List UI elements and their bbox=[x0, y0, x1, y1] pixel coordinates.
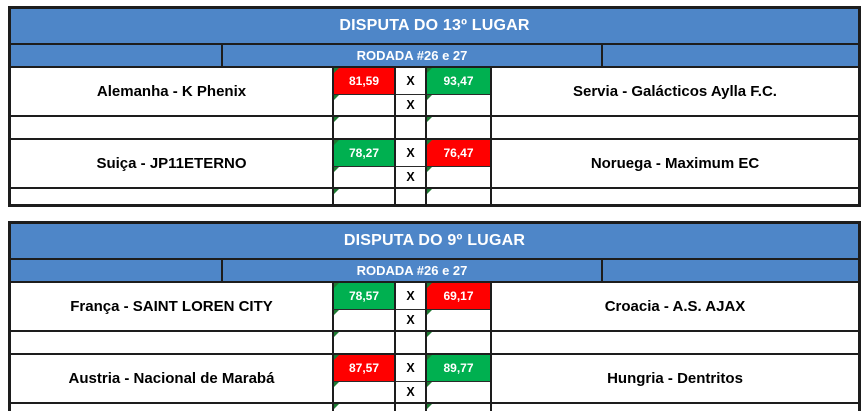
x-separator-cell: X bbox=[394, 68, 425, 94]
away-score-empty-cell[interactable] bbox=[425, 166, 490, 187]
away-score-cell[interactable]: 89,77 bbox=[425, 355, 490, 381]
away-team-cell[interactable]: Servia - Galácticos Aylla F.C. bbox=[490, 68, 858, 115]
round-label: RODADA #26 e 27 bbox=[223, 260, 601, 281]
spacer-score-cell bbox=[425, 117, 490, 138]
spacer-row bbox=[11, 332, 858, 355]
round-banner-row: RODADA #26 e 27 bbox=[11, 260, 858, 283]
spacer-score-cell bbox=[332, 404, 394, 411]
spacer-score-cell bbox=[425, 332, 490, 353]
x-separator-cell: X bbox=[394, 355, 425, 381]
spacer-cell bbox=[11, 189, 332, 204]
match-row: Alemanha - K Phenix 81,59 X 93,47 Servia… bbox=[11, 68, 858, 117]
home-score-cell[interactable]: 78,27 bbox=[332, 140, 394, 166]
x-separator-cell: X bbox=[394, 140, 425, 166]
spacer-row bbox=[11, 404, 858, 411]
away-score-cell[interactable]: 69,17 bbox=[425, 283, 490, 309]
bracket-title: DISPUTA DO 13º LUGAR bbox=[11, 9, 858, 45]
spacer-row bbox=[11, 117, 858, 140]
home-team-cell[interactable]: Alemanha - K Phenix bbox=[96, 83, 247, 100]
spacer-cell bbox=[11, 332, 332, 353]
spacer-row bbox=[11, 189, 858, 204]
home-score-cell[interactable]: 78,57 bbox=[332, 283, 394, 309]
away-score-cell[interactable]: 76,47 bbox=[425, 140, 490, 166]
round-banner-left-cell bbox=[11, 260, 223, 281]
home-score-empty-cell[interactable] bbox=[332, 166, 394, 187]
home-score-empty-cell[interactable] bbox=[332, 309, 394, 330]
match-row: Suiça - JP11ETERNO 78,27 X 76,47 Noruega… bbox=[11, 140, 858, 189]
spacer-x-cell bbox=[394, 404, 425, 411]
away-score-cell[interactable]: 93,47 bbox=[425, 68, 490, 94]
match-row: Austria - Nacional de Marabá 87,57 X 89,… bbox=[11, 355, 858, 404]
spacer-cell bbox=[490, 332, 858, 353]
away-score-empty-cell[interactable] bbox=[425, 381, 490, 402]
round-label: RODADA #26 e 27 bbox=[223, 45, 601, 66]
spacer-x-cell bbox=[394, 189, 425, 204]
spacer-score-cell bbox=[425, 189, 490, 204]
spacer-cell bbox=[490, 189, 858, 204]
x-separator-cell: X bbox=[394, 309, 425, 330]
match-row: França - SAINT LOREN CITY 78,57 X 69,17 … bbox=[11, 283, 858, 332]
round-banner-right-cell bbox=[601, 45, 858, 66]
away-score-empty-cell[interactable] bbox=[425, 309, 490, 330]
spacer-score-cell bbox=[332, 117, 394, 138]
home-team-cell[interactable]: França - SAINT LOREN CITY bbox=[70, 298, 273, 315]
round-banner-right-cell bbox=[601, 260, 858, 281]
home-score-cell[interactable]: 81,59 bbox=[332, 68, 394, 94]
home-score-empty-cell[interactable] bbox=[332, 94, 394, 115]
home-team-cell[interactable]: Austria - Nacional de Marabá bbox=[68, 370, 275, 387]
away-score-empty-cell[interactable] bbox=[425, 94, 490, 115]
home-score-cell[interactable]: 87,57 bbox=[332, 355, 394, 381]
round-banner-row: RODADA #26 e 27 bbox=[11, 45, 858, 68]
spacer-x-cell bbox=[394, 332, 425, 353]
bracket-title: DISPUTA DO 9º LUGAR bbox=[11, 224, 858, 260]
away-team-cell[interactable]: Croacia - A.S. AJAX bbox=[490, 283, 858, 330]
bracket-table-9th-place: DISPUTA DO 9º LUGAR RODADA #26 e 27 Fran… bbox=[8, 221, 861, 411]
away-team-cell[interactable]: Noruega - Maximum EC bbox=[490, 140, 858, 187]
home-team-cell[interactable]: Suiça - JP11ETERNO bbox=[96, 155, 247, 172]
away-team-cell[interactable]: Hungria - Dentritos bbox=[490, 355, 858, 402]
spacer-score-cell bbox=[332, 332, 394, 353]
spacer-score-cell bbox=[425, 404, 490, 411]
spacer-score-cell bbox=[332, 189, 394, 204]
spacer-cell bbox=[490, 404, 858, 411]
spacer-cell bbox=[11, 404, 332, 411]
x-separator-cell: X bbox=[394, 166, 425, 187]
x-separator-cell: X bbox=[394, 381, 425, 402]
home-score-empty-cell[interactable] bbox=[332, 381, 394, 402]
spacer-cell bbox=[11, 117, 332, 138]
spacer-cell bbox=[490, 117, 858, 138]
round-banner-left-cell bbox=[11, 45, 223, 66]
spacer-x-cell bbox=[394, 117, 425, 138]
bracket-table-13th-place: DISPUTA DO 13º LUGAR RODADA #26 e 27 Ale… bbox=[8, 6, 861, 207]
x-separator-cell: X bbox=[394, 283, 425, 309]
x-separator-cell: X bbox=[394, 94, 425, 115]
